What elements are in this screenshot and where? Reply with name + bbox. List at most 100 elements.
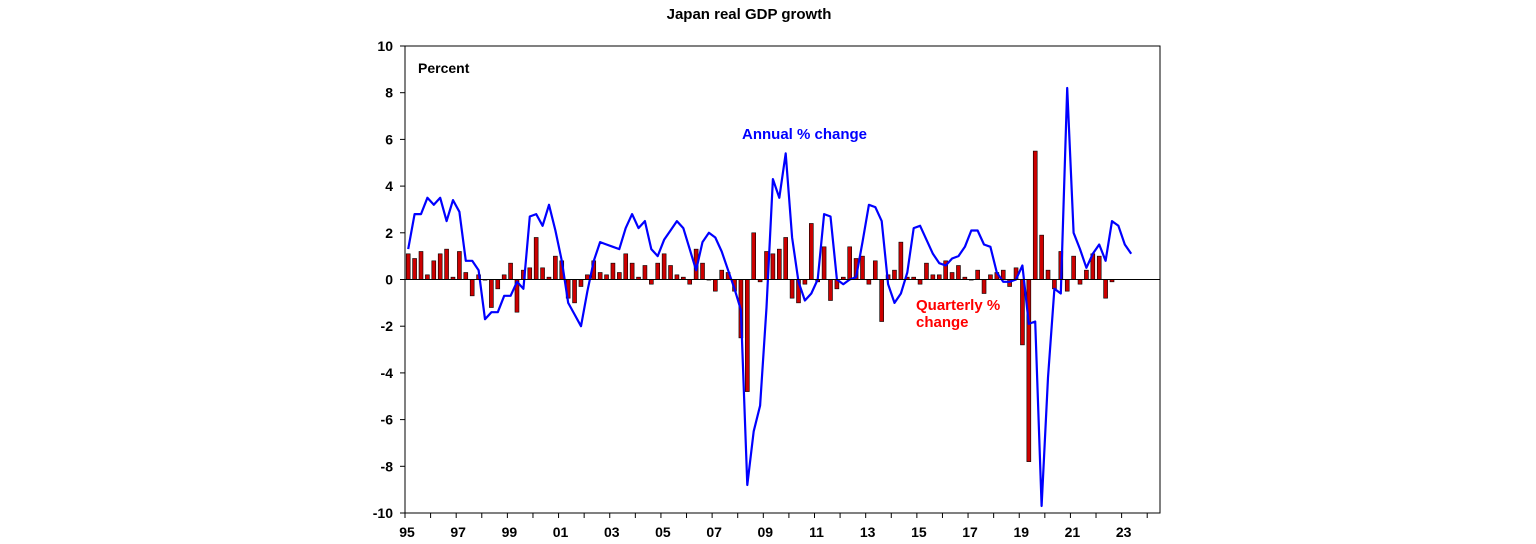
quarterly-bar — [457, 251, 462, 280]
quarterly-bar — [412, 258, 417, 280]
annual-series-label: Annual % change — [742, 126, 867, 143]
x-tick-label: 09 — [758, 524, 774, 540]
quarterly-bar — [1096, 255, 1102, 280]
quarterly-bar — [1103, 279, 1108, 299]
quarterly-bar — [981, 279, 987, 294]
quarterly-bar — [661, 253, 667, 280]
x-axis: 95 97 99 01 03 05 07 09 11 13 15 17 19 21 23 — [399, 513, 1148, 540]
quarterly-bar — [879, 279, 884, 322]
x-tick-label: 05 — [655, 524, 671, 540]
quarterly-bar — [687, 279, 693, 285]
quarterly-series-label-line1: Quarterly % — [916, 297, 1000, 314]
quarterly-bar — [425, 274, 430, 280]
quarterly-bar — [655, 262, 661, 280]
quarterly-bar — [1039, 234, 1044, 280]
quarterly-bar — [674, 274, 680, 280]
y-tick-label: -8 — [381, 458, 394, 474]
quarterly-bars — [405, 150, 1115, 462]
quarterly-bar — [1077, 279, 1083, 285]
y-tick-label: -6 — [381, 412, 394, 428]
quarterly-bar — [604, 274, 609, 280]
quarterly-bar — [1032, 150, 1038, 280]
quarterly-bar — [713, 279, 718, 292]
quarterly-bar — [751, 232, 756, 280]
quarterly-bar — [501, 274, 507, 280]
quarterly-bar — [956, 265, 961, 280]
x-tick-label: 95 — [399, 524, 415, 540]
quarterly-bar — [1071, 255, 1076, 280]
quarterly-bar — [578, 279, 584, 287]
quarterly-bar — [1064, 279, 1070, 292]
x-tick-label: 11 — [809, 524, 824, 540]
quarterly-bar — [527, 267, 533, 280]
quarterly-bar — [1052, 279, 1057, 290]
y-tick-label: 0 — [385, 272, 393, 288]
quarterly-bar — [700, 262, 705, 280]
quarterly-bar — [405, 253, 411, 280]
quarterly-bar — [988, 274, 993, 280]
y-tick-label: 4 — [385, 178, 393, 194]
quarterly-bar — [495, 279, 501, 290]
quarterly-bar — [431, 260, 437, 280]
quarterly-bar — [585, 274, 590, 280]
y-tick-label: 6 — [385, 131, 393, 147]
quarterly-bar — [617, 272, 622, 280]
quarterly-bar — [783, 237, 788, 280]
y-tick-label: 8 — [385, 85, 393, 101]
y-axis-label: Percent — [418, 60, 470, 76]
y-tick-label: -2 — [381, 318, 394, 334]
quarterly-bar — [936, 274, 942, 280]
quarterly-bar — [770, 253, 776, 280]
y-axis: 10 8 6 4 2 0 -2 -4 -6 -8 -10 — [373, 38, 1160, 521]
quarterly-bar — [597, 272, 603, 280]
quarterly-bar — [418, 251, 424, 280]
quarterly-bar — [828, 279, 833, 301]
quarterly-bar — [930, 274, 936, 280]
x-tick-label: 13 — [860, 524, 876, 540]
quarterly-bar — [629, 262, 635, 280]
quarterly-bar — [860, 255, 865, 280]
quarterly-bar — [802, 279, 808, 285]
quarterly-bar — [642, 265, 648, 280]
x-tick-label: 19 — [1013, 524, 1029, 540]
quarterly-bar — [540, 267, 545, 280]
quarterly-bar — [821, 246, 827, 280]
quarterly-bar — [437, 253, 443, 280]
quarterly-bar — [533, 237, 539, 280]
quarterly-bar — [745, 279, 750, 392]
quarterly-bar — [892, 269, 897, 280]
quarterly-bar — [898, 241, 904, 280]
x-tick-label: 01 — [553, 524, 569, 540]
x-tick-label: 21 — [1065, 524, 1081, 540]
quarterly-series-label-line2: change — [916, 314, 969, 331]
quarterly-bar — [649, 279, 654, 285]
quarterly-bar — [1084, 269, 1089, 280]
quarterly-bar — [924, 262, 929, 280]
quarterly-bar — [463, 272, 469, 280]
quarterly-bar — [444, 248, 449, 280]
quarterly-bar — [789, 279, 795, 299]
quarterly-bar — [668, 265, 673, 280]
y-tick-label: 2 — [385, 225, 393, 241]
y-tick-label: -4 — [381, 365, 394, 381]
quarterly-bar — [508, 262, 513, 280]
quarterly-bar — [469, 279, 475, 297]
quarterly-bar — [553, 255, 558, 280]
x-tick-label: 07 — [706, 524, 722, 540]
x-tick-label: 97 — [450, 524, 466, 540]
x-tick-label: 03 — [604, 524, 620, 540]
y-tick-label: 10 — [377, 38, 393, 54]
x-tick-label: 99 — [502, 524, 518, 540]
quarterly-bar — [572, 279, 577, 304]
quarterly-bar — [777, 248, 782, 280]
quarterly-bar — [623, 253, 629, 280]
quarterly-bar — [917, 279, 923, 285]
annual-line — [407, 86, 1133, 508]
chart-title: Japan real GDP growth — [667, 6, 832, 23]
annual-line-group — [407, 86, 1133, 508]
quarterly-bar — [949, 272, 955, 280]
quarterly-bar — [719, 269, 724, 280]
x-tick-label: 17 — [962, 524, 978, 540]
quarterly-bar — [809, 223, 814, 280]
